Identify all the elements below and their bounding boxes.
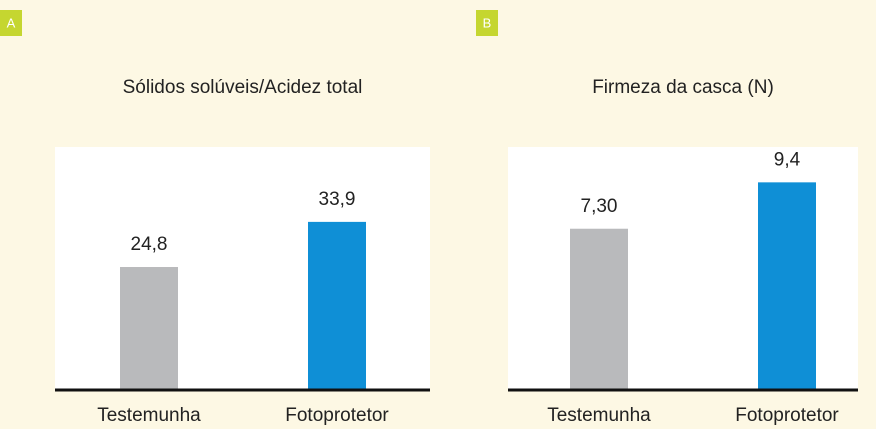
x-tick-label: Fotoprotetor	[735, 405, 839, 426]
bar	[570, 228, 628, 390]
chart-title: Sólidos solúveis/Acidez total	[123, 77, 363, 98]
panel-box	[0, 10, 22, 36]
value-label: 7,30	[581, 196, 618, 217]
x-tick-label: Testemunha	[97, 405, 201, 426]
bar	[308, 221, 366, 390]
plot-area	[55, 147, 430, 390]
value-label: 33,9	[319, 189, 356, 210]
bar	[120, 267, 178, 390]
value-label: 24,8	[131, 234, 168, 255]
panel-label: A	[7, 15, 16, 30]
x-tick-label: Fotoprotetor	[285, 405, 389, 426]
chart-title: Firmeza da casca (N)	[592, 77, 774, 98]
bar	[758, 182, 816, 390]
panel-box	[476, 10, 498, 36]
value-label: 9,4	[774, 149, 801, 170]
panel-label: B	[483, 15, 492, 30]
x-tick-label: Testemunha	[547, 405, 651, 426]
